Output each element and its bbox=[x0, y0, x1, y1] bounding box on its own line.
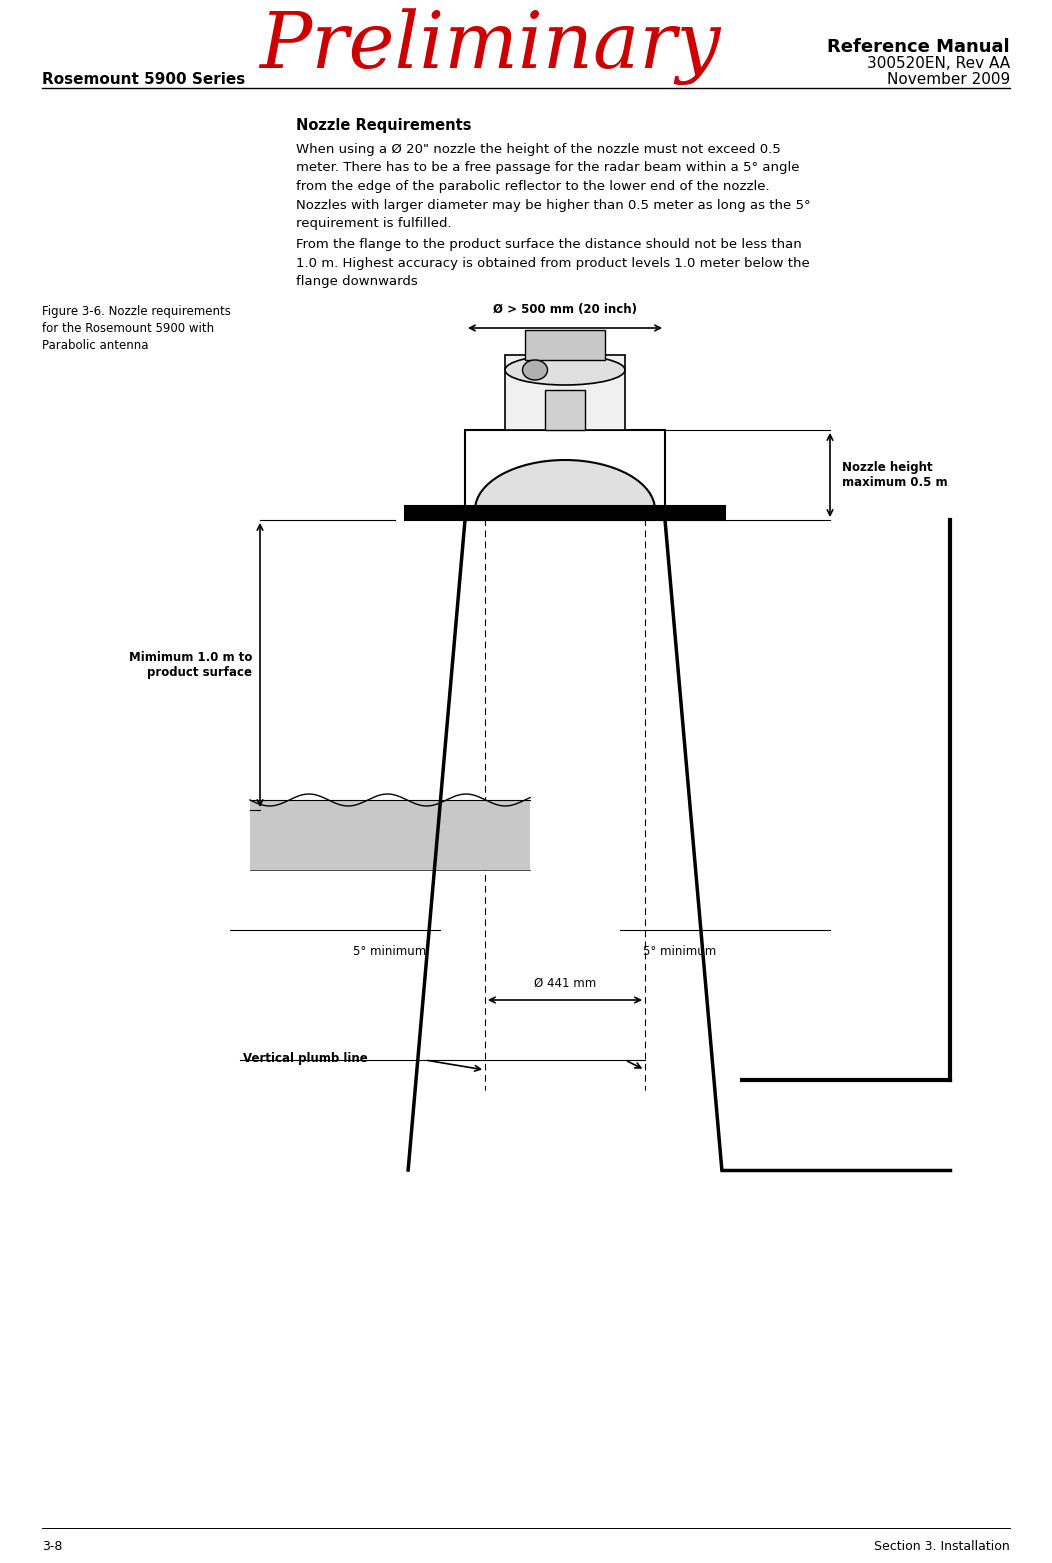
Text: 300520EN, Rev AA: 300520EN, Rev AA bbox=[867, 56, 1010, 70]
Text: Ø > 500 mm (20 inch): Ø > 500 mm (20 inch) bbox=[493, 303, 638, 316]
Bar bbox=[405, 506, 725, 520]
Text: When using a Ø 20" nozzle the height of the nozzle must not exceed 0.5
meter. Th: When using a Ø 20" nozzle the height of … bbox=[296, 142, 811, 230]
Text: Rosemount 5900 Series: Rosemount 5900 Series bbox=[42, 72, 245, 88]
Text: Vertical plumb line: Vertical plumb line bbox=[243, 1052, 367, 1064]
Text: From the flange to the product surface the distance should not be less than
1.0 : From the flange to the product surface t… bbox=[296, 238, 810, 288]
Bar bbox=[545, 391, 585, 430]
Bar bbox=[465, 430, 665, 520]
Text: Reference Manual: Reference Manual bbox=[827, 38, 1010, 56]
Text: Section 3. Installation: Section 3. Installation bbox=[874, 1540, 1010, 1554]
Text: Nozzle Requirements: Nozzle Requirements bbox=[296, 117, 471, 133]
Ellipse shape bbox=[505, 355, 625, 384]
Bar bbox=[525, 330, 605, 359]
Bar bbox=[505, 355, 625, 430]
Text: Figure 3-6. Nozzle requirements
for the Rosemount 5900 with
Parabolic antenna: Figure 3-6. Nozzle requirements for the … bbox=[42, 305, 230, 352]
Text: November 2009: November 2009 bbox=[887, 72, 1010, 88]
Ellipse shape bbox=[523, 359, 547, 380]
Text: 5° minimum: 5° minimum bbox=[353, 946, 427, 958]
Text: Mimimum 1.0 m to
product surface: Mimimum 1.0 m to product surface bbox=[128, 652, 252, 678]
Text: 5° minimum: 5° minimum bbox=[644, 946, 716, 958]
Text: Preliminary: Preliminary bbox=[259, 8, 721, 84]
Text: Nozzle height
maximum 0.5 m: Nozzle height maximum 0.5 m bbox=[842, 461, 948, 489]
Text: 3-8: 3-8 bbox=[42, 1540, 62, 1554]
Bar bbox=[250, 800, 530, 871]
Text: Ø 441 mm: Ø 441 mm bbox=[533, 977, 596, 989]
